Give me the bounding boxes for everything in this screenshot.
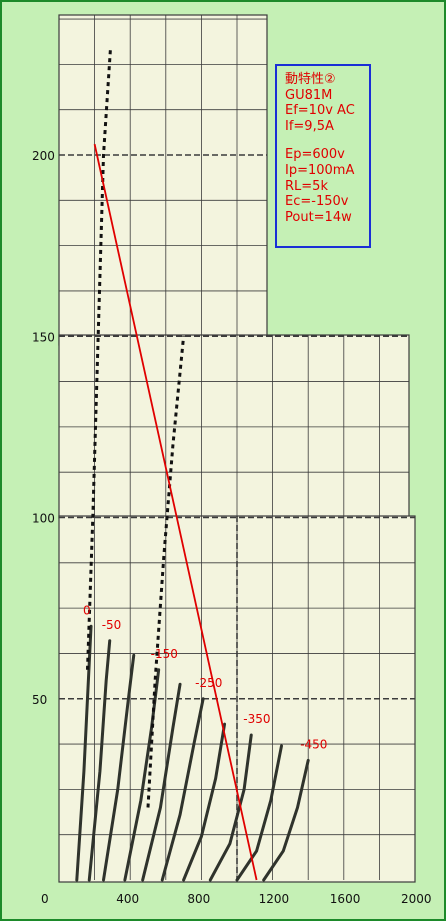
x-tick-label: 800 bbox=[187, 892, 210, 906]
x-tick-label: 1200 bbox=[259, 892, 290, 906]
curve-label: -50 bbox=[102, 618, 122, 632]
info-tube: GU81M bbox=[285, 87, 333, 103]
load-line-segment bbox=[93, 143, 258, 881]
curve-label: -250 bbox=[195, 676, 222, 690]
plate-curve-minus150 bbox=[123, 668, 161, 882]
y-tick-label: 150 bbox=[32, 330, 55, 344]
plate-curves bbox=[75, 624, 310, 882]
plate-curve-0 bbox=[75, 624, 93, 882]
x-tick-label: 1600 bbox=[330, 892, 361, 906]
x-tick-label: 0 bbox=[41, 892, 49, 906]
info-ef: Ef=10v AC bbox=[285, 103, 355, 119]
plate-curve-minus450 bbox=[262, 758, 310, 882]
paper-sheet bbox=[58, 14, 268, 346]
tick-labels: 0 -50 -150 -250 -350 -450 0 400 800 1200 1600 2000 5… bbox=[32, 149, 432, 906]
y-tick-label: 100 bbox=[32, 512, 55, 526]
y-tick-label: 200 bbox=[32, 149, 55, 163]
curve-label: -450 bbox=[300, 737, 327, 751]
x-tick-label: 400 bbox=[116, 892, 139, 906]
plate-curve-minus50 bbox=[87, 639, 112, 882]
info-box: 動特性② GU81M Ef=10v AC If=9,5A Ep=600v Ip=… bbox=[275, 64, 371, 248]
plate-curve-minus250 bbox=[160, 697, 205, 882]
info-if: If=9,5A bbox=[285, 118, 334, 134]
y-tick-label: 50 bbox=[32, 693, 47, 707]
plate-curve-minus100 bbox=[102, 653, 136, 882]
info-ec: Ec=-150v bbox=[285, 194, 349, 210]
info-rl: RL=5k bbox=[285, 178, 328, 194]
plate-curve-minus300 bbox=[182, 722, 227, 882]
x-tick-label: 2000 bbox=[401, 892, 432, 906]
info-pout: Pout=14w bbox=[285, 209, 352, 225]
load-line bbox=[93, 143, 258, 881]
curve-label: -350 bbox=[243, 712, 270, 726]
info-ip: Ip=100mA bbox=[285, 162, 355, 178]
plate-curve-minus200 bbox=[141, 682, 182, 882]
info-title: 動特性② bbox=[285, 72, 336, 87]
plate-curve-minus400 bbox=[235, 744, 283, 882]
info-ep: Ep=600v bbox=[285, 147, 345, 163]
curve-label: -150 bbox=[151, 647, 178, 661]
plate-curve-minus350 bbox=[208, 733, 253, 882]
curve-label: 0 bbox=[83, 603, 91, 617]
